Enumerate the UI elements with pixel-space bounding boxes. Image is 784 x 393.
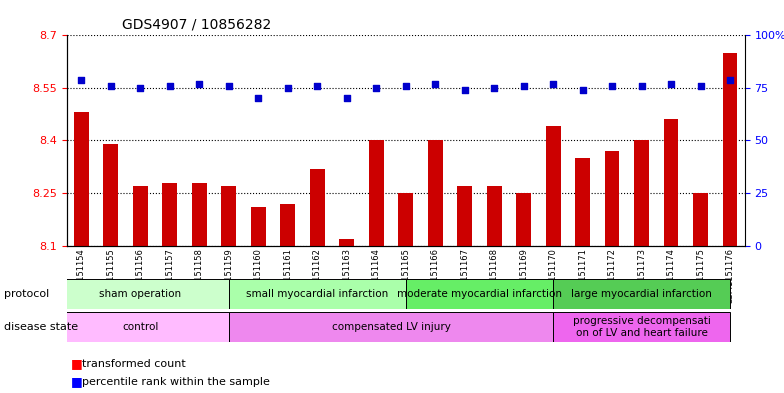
Point: [695, 83, 707, 89]
Point: [252, 95, 264, 101]
Point: [399, 83, 412, 89]
Point: [370, 85, 383, 91]
Bar: [517, 193, 531, 246]
Text: moderate myocardial infarction: moderate myocardial infarction: [397, 289, 562, 299]
Bar: [339, 239, 354, 246]
Bar: [664, 119, 678, 246]
Bar: [281, 204, 295, 246]
Text: transformed count: transformed count: [82, 358, 186, 369]
Bar: [229, 279, 406, 309]
Bar: [575, 158, 590, 246]
Text: large myocardial infarction: large myocardial infarction: [572, 289, 712, 299]
Text: small myocardial infarction: small myocardial infarction: [246, 289, 388, 299]
Text: ■: ■: [71, 357, 82, 370]
Point: [223, 83, 235, 89]
Point: [340, 95, 353, 101]
Bar: [52, 312, 229, 342]
Bar: [74, 112, 89, 246]
Bar: [103, 144, 118, 246]
Bar: [554, 312, 730, 342]
Bar: [310, 169, 325, 246]
Text: progressive decompensati
on of LV and heart failure: progressive decompensati on of LV and he…: [572, 316, 710, 338]
Bar: [693, 193, 708, 246]
Point: [635, 83, 648, 89]
Bar: [634, 140, 649, 246]
Bar: [604, 151, 619, 246]
Text: ■: ■: [71, 375, 82, 389]
Bar: [406, 279, 554, 309]
Bar: [457, 186, 472, 246]
Point: [517, 83, 530, 89]
Bar: [546, 127, 561, 246]
Point: [665, 81, 677, 87]
Point: [75, 76, 88, 83]
Point: [576, 87, 589, 93]
Bar: [723, 53, 738, 246]
Point: [488, 85, 500, 91]
Text: GDS4907 / 10856282: GDS4907 / 10856282: [122, 18, 270, 32]
Text: percentile rank within the sample: percentile rank within the sample: [82, 377, 270, 387]
Bar: [398, 193, 413, 246]
Text: control: control: [122, 322, 158, 332]
Text: disease state: disease state: [4, 322, 78, 332]
Point: [281, 85, 294, 91]
Text: compensated LV injury: compensated LV injury: [332, 322, 451, 332]
Point: [547, 81, 560, 87]
Bar: [52, 279, 229, 309]
Text: sham operation: sham operation: [100, 289, 181, 299]
Bar: [428, 140, 443, 246]
Point: [459, 87, 471, 93]
Point: [104, 83, 117, 89]
Point: [429, 81, 441, 87]
Bar: [251, 207, 266, 246]
Bar: [162, 182, 177, 246]
Bar: [554, 279, 730, 309]
Bar: [487, 186, 502, 246]
Point: [311, 83, 324, 89]
Bar: [368, 140, 383, 246]
Point: [134, 85, 147, 91]
Point: [724, 76, 736, 83]
Bar: [229, 312, 554, 342]
Bar: [221, 186, 236, 246]
Text: protocol: protocol: [4, 289, 49, 299]
Bar: [192, 182, 207, 246]
Point: [164, 83, 176, 89]
Point: [193, 81, 205, 87]
Bar: [133, 186, 147, 246]
Point: [606, 83, 619, 89]
